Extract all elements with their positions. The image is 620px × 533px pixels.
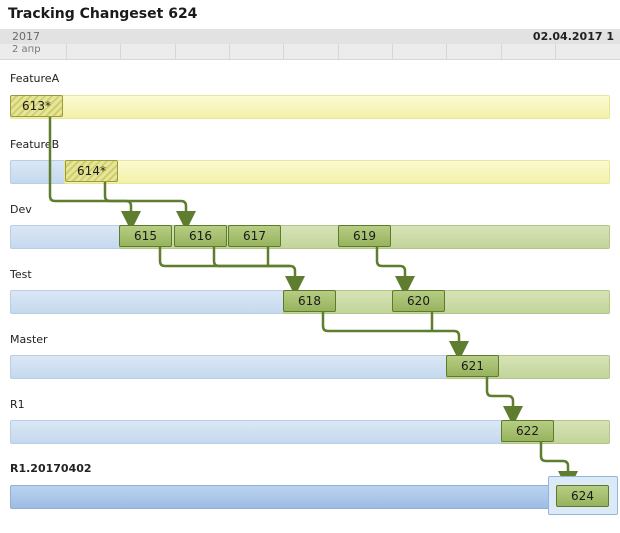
arrow-616-to-618 xyxy=(212,247,290,268)
timeline-columns xyxy=(0,44,620,59)
arrow-618-to-621 xyxy=(321,312,469,361)
branch-lane-master-inactive xyxy=(10,355,451,379)
changeset-624[interactable]: 624 xyxy=(556,485,609,507)
changeset-614[interactable]: 614* xyxy=(65,160,118,182)
branch-lane-featurea[interactable] xyxy=(10,95,610,119)
branch-lane-featureb[interactable] xyxy=(64,160,610,184)
branch-lane-test-inactive xyxy=(10,290,288,314)
changeset-622[interactable]: 622 xyxy=(501,420,554,442)
branch-label-dev: Dev xyxy=(10,203,32,216)
branch-lane-r1-20170402[interactable] xyxy=(10,485,552,509)
arrow-614-to-616 xyxy=(103,182,196,231)
arrow-622-to-624 xyxy=(539,442,578,491)
changeset-615[interactable]: 615 xyxy=(119,225,172,247)
branch-lane-featureb-inactive xyxy=(10,160,68,184)
changeset-618[interactable]: 618 xyxy=(283,290,336,312)
branch-lane-dev-inactive xyxy=(10,225,124,249)
timeline-day: 2 апр xyxy=(12,44,41,55)
arrow-621-to-622 xyxy=(485,377,523,426)
changeset-613[interactable]: 613* xyxy=(10,95,63,117)
page-title: Tracking Changeset 624 xyxy=(8,6,198,22)
changeset-620[interactable]: 620 xyxy=(392,290,445,312)
branch-label-featurea: FeatureA xyxy=(10,72,60,85)
changeset-617[interactable]: 617 xyxy=(228,225,281,247)
changeset-621[interactable]: 621 xyxy=(446,355,499,377)
branch-label-test: Test xyxy=(10,268,32,281)
timeline-year: 2017 xyxy=(12,30,40,43)
arrow-613-to-615 xyxy=(48,117,141,231)
branch-label-master: Master xyxy=(10,333,48,346)
arrow-619-to-620 xyxy=(375,247,415,296)
timeline-year-row xyxy=(0,29,620,44)
branch-lane-r1-inactive xyxy=(10,420,506,444)
branch-label-r1-20170402: R1.20170402 xyxy=(10,462,92,475)
branch-label-featureb: FeatureB xyxy=(10,138,60,151)
timeline-header: 2017 02.04.2017 1 2 апр xyxy=(0,29,620,60)
changeset-616[interactable]: 616 xyxy=(174,225,227,247)
timeline-date: 02.04.2017 1 xyxy=(532,30,614,43)
branch-label-r1: R1 xyxy=(10,398,25,411)
changeset-619[interactable]: 619 xyxy=(338,225,391,247)
